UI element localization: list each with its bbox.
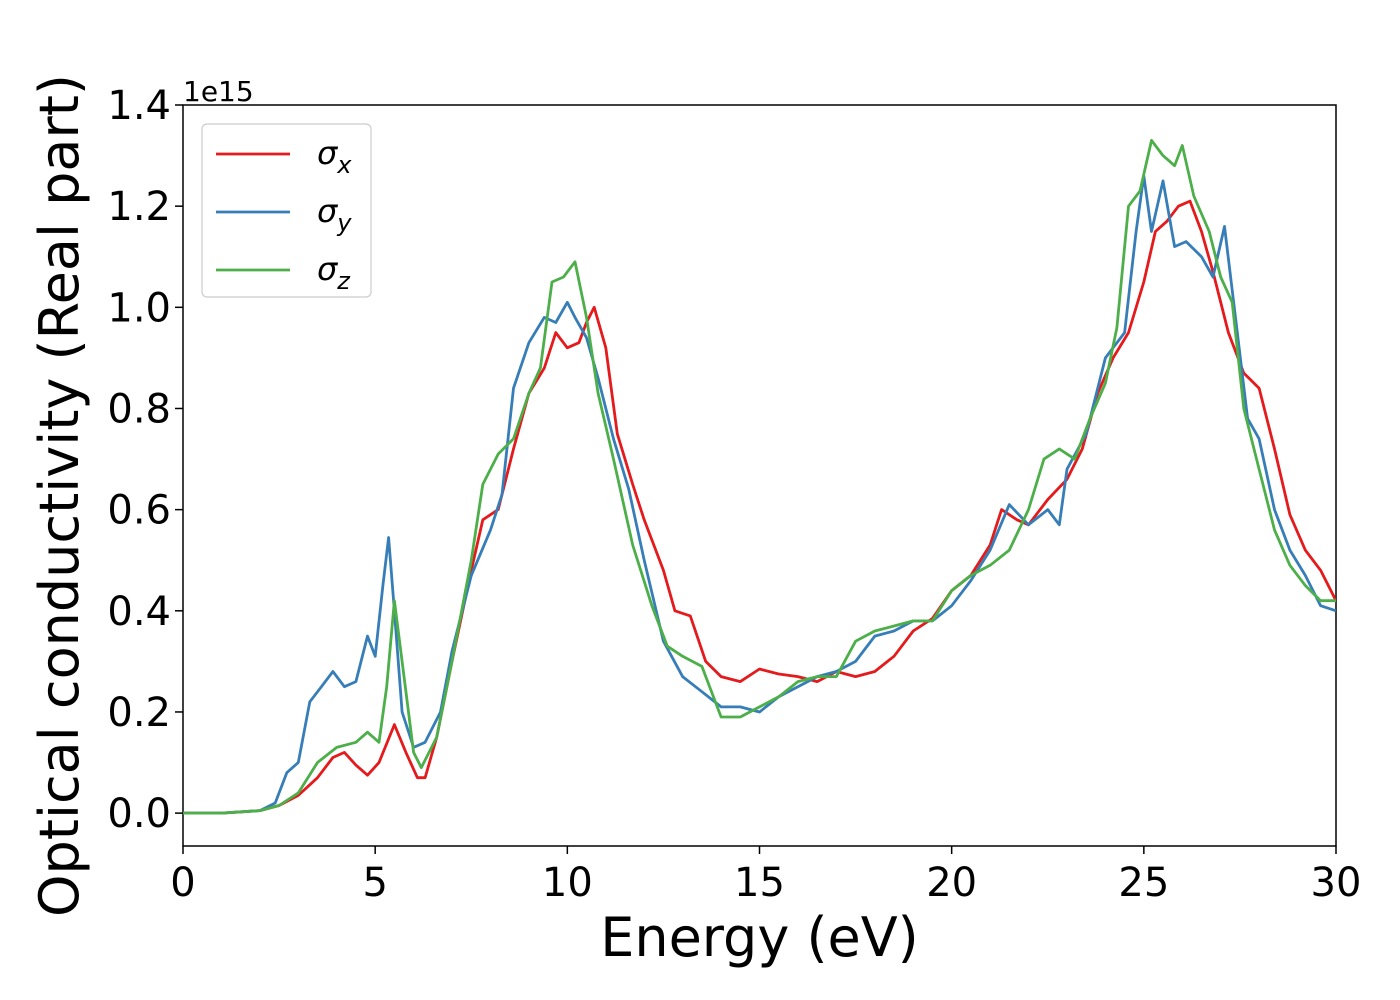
x-tick-label: 5 bbox=[362, 860, 387, 906]
y-tick-label: 1.2 bbox=[107, 184, 171, 230]
y-tick-label: 0.8 bbox=[107, 386, 171, 432]
legend-item-x: σx bbox=[216, 134, 352, 179]
x-tick-label: 10 bbox=[542, 860, 593, 906]
series-line-y bbox=[183, 174, 1336, 815]
series-line-z bbox=[183, 139, 1336, 815]
y-tick-label: 0.2 bbox=[107, 690, 171, 736]
y-tick-label: 0.0 bbox=[107, 791, 171, 837]
y-tick-label: 0.4 bbox=[107, 589, 171, 635]
x-tick-label: 25 bbox=[1118, 860, 1169, 906]
y-axis-title: Optical conductivity (Real part) bbox=[28, 74, 91, 917]
legend-box bbox=[201, 123, 372, 298]
x-tick-label: 0 bbox=[170, 860, 195, 906]
x-axis-title: Energy (eV) bbox=[600, 906, 919, 969]
y-axis-offset-label: 1e15 bbox=[183, 75, 254, 108]
y-tick-label: 0.6 bbox=[107, 488, 171, 534]
y-tick-label: 1.0 bbox=[107, 285, 171, 331]
y-tick-label: 1.4 bbox=[107, 83, 171, 129]
x-axis: 0 5 10 15 20 25 30 bbox=[170, 846, 1361, 906]
x-tick-label: 15 bbox=[734, 860, 785, 906]
x-tick-label: 30 bbox=[1311, 860, 1362, 906]
x-tick-label: 20 bbox=[926, 860, 977, 906]
series-layer bbox=[183, 139, 1336, 815]
y-axis: 0.0 0.2 0.4 0.6 0.8 1.0 1.2 1.4 bbox=[107, 83, 183, 837]
series-line-x bbox=[183, 199, 1336, 815]
